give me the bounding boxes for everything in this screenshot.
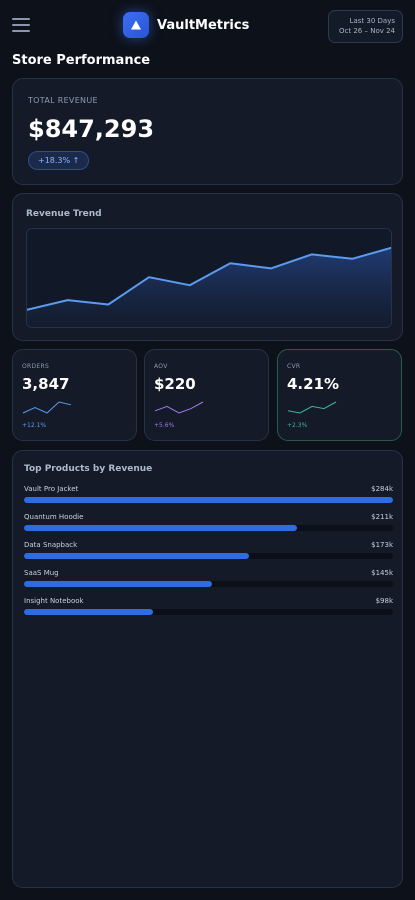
product-bar — [24, 497, 393, 503]
trend-area — [27, 247, 391, 327]
triangle-logo-icon — [123, 12, 149, 38]
trend-line — [27, 246, 391, 311]
revenue-delta-badge: +18.3% ↑ — [28, 151, 90, 170]
product-name: Data Snapback — [24, 541, 78, 549]
kpi-delta: +12.1% — [22, 422, 47, 429]
kpi-label: ORDERS — [22, 363, 50, 370]
product-bar — [24, 553, 250, 559]
product-row[interactable]: Insight Notebook $98k — [24, 597, 393, 619]
product-bar-track — [24, 525, 393, 531]
brand: VaultMetrics — [123, 12, 249, 38]
product-bar — [24, 581, 213, 587]
top-products-card: Top Products by Revenue Vault Pro Jacket… — [12, 450, 403, 888]
kpi-delta: +5.6% — [154, 422, 175, 429]
kpi-card-orders[interactable]: ORDERS 3,847 +12.1% — [12, 349, 137, 441]
date-range-button[interactable]: Last 30 Days Oct 26 – Nov 24 — [328, 10, 403, 43]
product-bar-track — [24, 497, 393, 503]
brand-name: VaultMetrics — [157, 17, 250, 33]
kpi-value: 3,847 — [22, 375, 70, 393]
product-value: $145k — [371, 569, 393, 577]
product-name: SaaS Mug — [24, 569, 59, 577]
revenue-trend-card: Revenue Trend — [12, 193, 403, 341]
date-range-dates: Oct 26 – Nov 24 — [339, 27, 395, 35]
product-row[interactable]: SaaS Mug $145k — [24, 569, 393, 591]
product-name: Vault Pro Jacket — [24, 485, 79, 493]
revenue-label: TOTAL REVENUE — [28, 96, 98, 105]
page-title: Store Performance — [12, 53, 151, 68]
kpi-card-cvr[interactable]: CVR 4.21% +2.3% — [277, 349, 402, 441]
product-value: $173k — [371, 541, 393, 549]
sparkline — [287, 401, 337, 414]
product-value: $284k — [371, 485, 393, 493]
product-bar-track — [24, 609, 393, 615]
product-bar — [24, 525, 298, 531]
product-name: Quantum Hoodie — [24, 513, 84, 521]
product-bar-track — [24, 553, 393, 559]
sparkline — [22, 401, 72, 414]
product-name: Insight Notebook — [24, 597, 84, 605]
kpi-value: $220 — [154, 375, 196, 393]
total-revenue-card: TOTAL REVENUE $847,293 +18.3% ↑ — [12, 78, 403, 185]
kpi-label: CVR — [287, 363, 301, 370]
trend-title: Revenue Trend — [26, 209, 102, 219]
sparkline — [154, 401, 204, 414]
product-bar-track — [24, 581, 393, 587]
trend-chart-svg — [27, 246, 391, 327]
product-value: $98k — [375, 597, 393, 605]
kpi-value: 4.21% — [287, 375, 340, 393]
product-row[interactable]: Vault Pro Jacket $284k — [24, 485, 393, 507]
app-header: VaultMetrics Last 30 Days Oct 26 – Nov 2… — [0, 0, 415, 52]
kpi-card-aov[interactable]: AOV $220 +5.6% — [144, 349, 269, 441]
trend-chart — [26, 228, 392, 328]
hamburger-menu-icon[interactable] — [12, 18, 30, 32]
date-range-label: Last 30 Days — [349, 17, 395, 25]
product-value: $211k — [371, 513, 393, 521]
products-title: Top Products by Revenue — [24, 464, 153, 474]
revenue-value: $847,293 — [28, 115, 155, 143]
product-bar — [24, 609, 154, 615]
kpi-label: AOV — [154, 363, 168, 370]
kpi-delta: +2.3% — [287, 422, 308, 429]
product-row[interactable]: Data Snapback $173k — [24, 541, 393, 563]
product-row[interactable]: Quantum Hoodie $211k — [24, 513, 393, 535]
